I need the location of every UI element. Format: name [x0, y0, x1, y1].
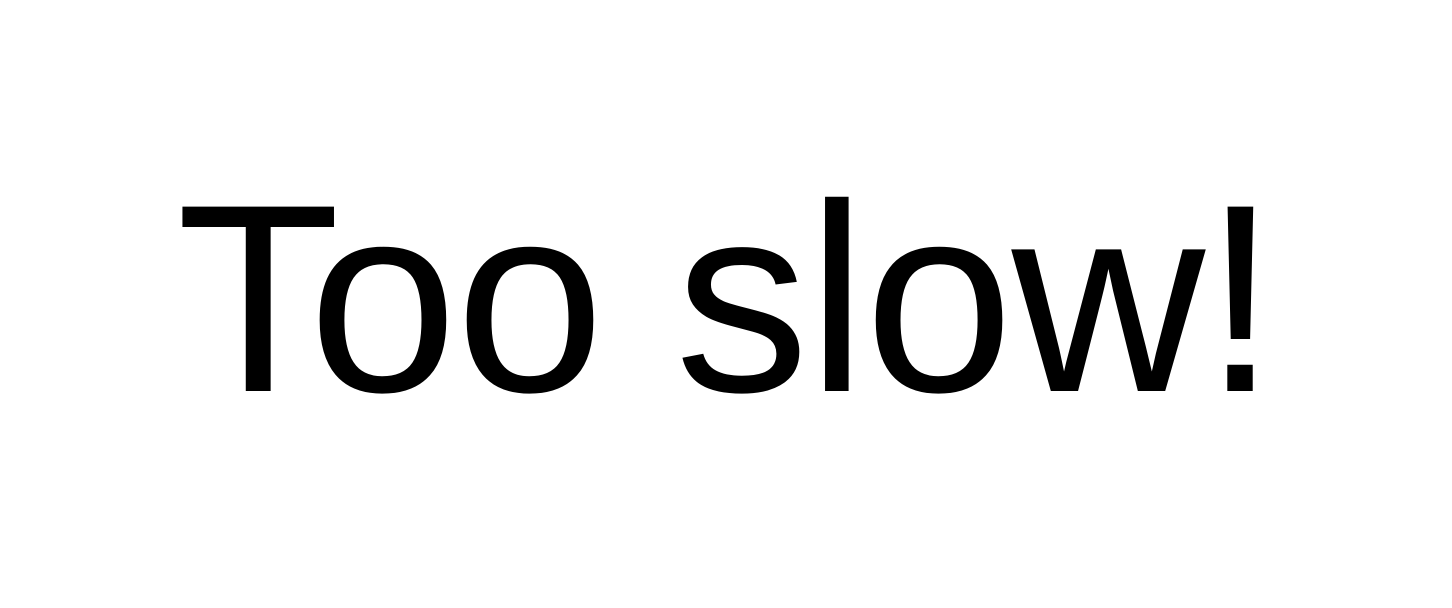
result-message: Too slow! [176, 148, 1277, 448]
